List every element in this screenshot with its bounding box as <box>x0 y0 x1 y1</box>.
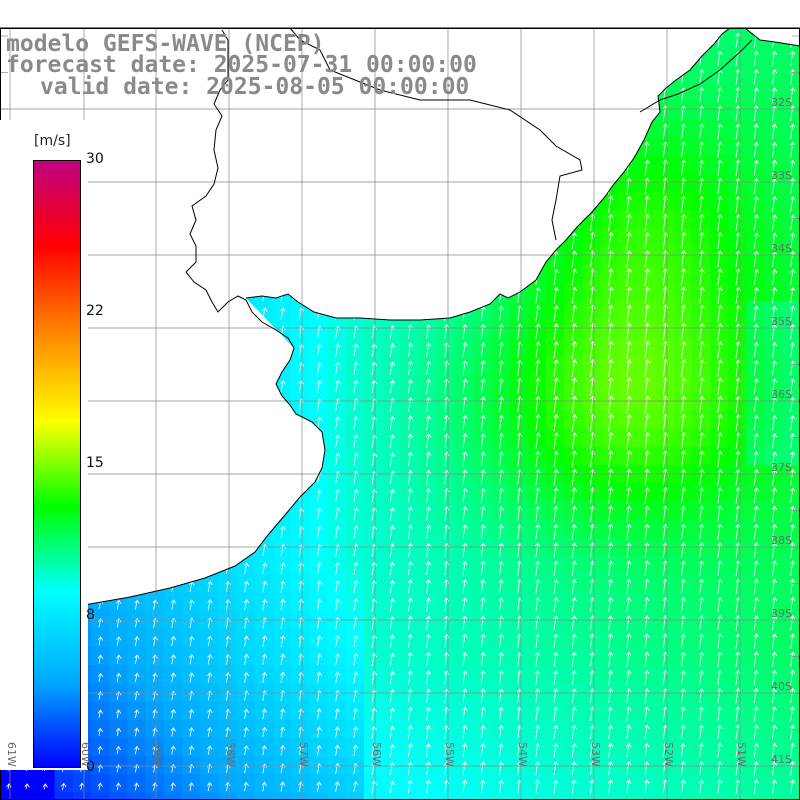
lat-label-33S: 33S <box>771 169 792 182</box>
lat-label-38S: 38S <box>771 534 792 547</box>
lat-label-37S: 37S <box>771 461 792 474</box>
colorbar-tick-0: 0 <box>86 759 95 775</box>
lon-label-56W: 56W <box>370 742 383 767</box>
lon-label-58W: 58W <box>224 742 237 767</box>
lon-label-51W: 51W <box>735 742 748 767</box>
lat-label-36S: 36S <box>771 388 792 401</box>
forecast-date: forecast date: 2025-07-31 00:00:00 <box>6 52 477 78</box>
lon-label-61W: 61W <box>5 742 18 767</box>
coastline-north <box>245 27 800 321</box>
lat-label-40S: 40S <box>771 680 792 693</box>
lat-label-32S: 32S <box>771 96 792 109</box>
lon-label-55W: 55W <box>443 742 456 767</box>
lon-label-53W: 53W <box>589 742 602 767</box>
lon-label-57W: 57W <box>297 742 310 767</box>
lat-label-39S: 39S <box>771 607 792 620</box>
coastline-west <box>0 29 326 617</box>
colorbar-tick-22: 22 <box>86 303 104 319</box>
colorbar-units: [m/s] <box>34 133 71 149</box>
colorbar-tick-8: 8 <box>86 607 95 623</box>
lon-label-52W: 52W <box>662 742 675 767</box>
lat-label-34S: 34S <box>771 242 792 255</box>
river-border <box>289 27 583 241</box>
colorbar-tick-15: 15 <box>86 455 104 471</box>
lon-label-54W: 54W <box>516 742 529 767</box>
model-title: modelo GEFS-WAVE (NCEP) <box>6 31 325 57</box>
valid-date: valid date: 2025-08-05 00:00:00 <box>40 74 470 100</box>
lon-label-59W: 59W <box>151 742 164 767</box>
colorbar-gradient <box>33 160 81 768</box>
country-border <box>639 39 753 113</box>
lon-label-60W: 60W <box>79 742 92 767</box>
lat-label-41S: 41S <box>771 753 792 766</box>
colorbar-tick-30: 30 <box>86 151 104 167</box>
lat-label-35S: 35S <box>771 315 792 328</box>
